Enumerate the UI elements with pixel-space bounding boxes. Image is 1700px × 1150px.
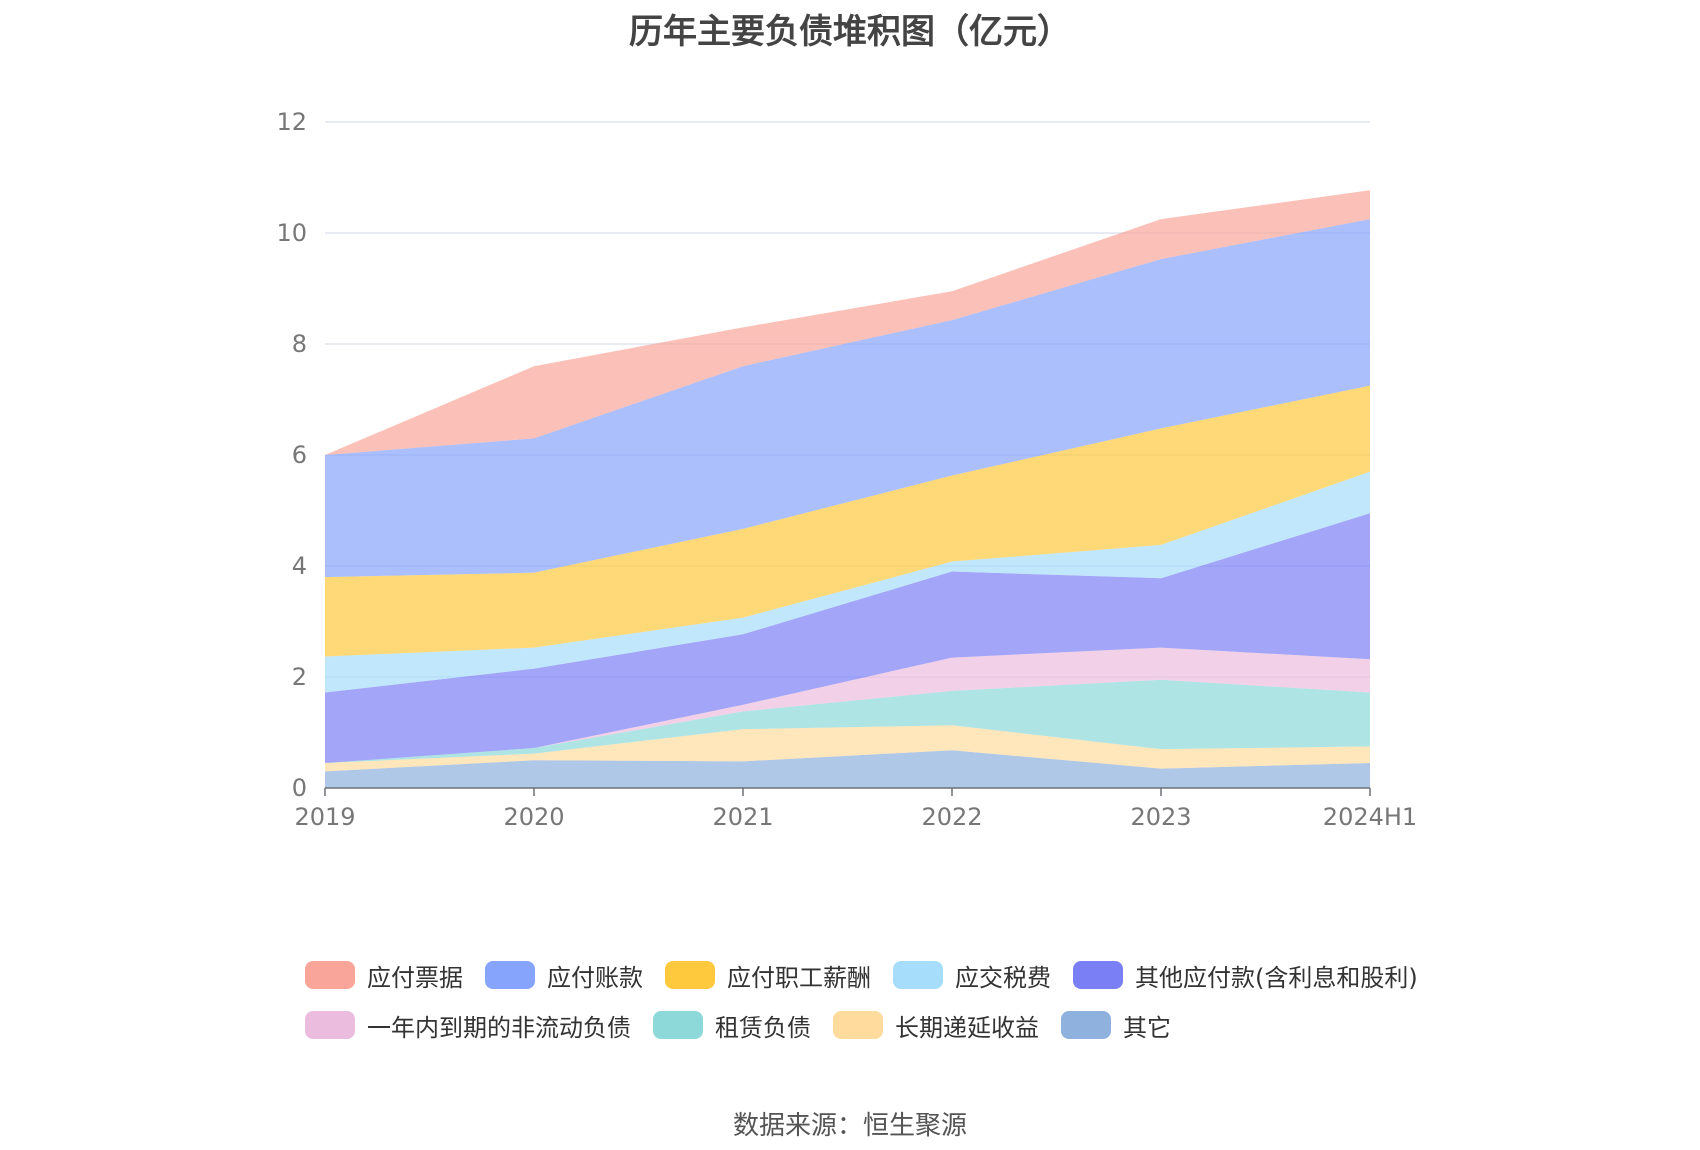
legend-item[interactable]: 租赁负债: [653, 1008, 811, 1043]
y-tick-label-4: 4: [292, 552, 307, 580]
legend-swatch: [1073, 961, 1123, 989]
legend-label: 应付职工薪酬: [727, 963, 871, 992]
legend-swatch: [893, 961, 943, 989]
legend-item[interactable]: 其它: [1061, 1008, 1171, 1043]
legend-label: 应付票据: [367, 963, 463, 992]
legend-item[interactable]: 应付票据: [305, 958, 463, 993]
legend-label: 应付账款: [547, 963, 643, 992]
stacked-area-chart: 0 2 4 6 8 10 12 2019 2020 2021 2022 2023 2024H1: [276, 108, 1417, 831]
legend-swatch: [305, 961, 355, 989]
legend-label: 应交税费: [955, 963, 1051, 992]
legend-item[interactable]: 其他应付款(含利息和股利): [1073, 958, 1418, 993]
legend-item[interactable]: 一年内到期的非流动负债: [305, 1008, 631, 1043]
y-tick-label-12: 12: [276, 108, 307, 136]
y-tick-label-6: 6: [292, 441, 307, 469]
y-tick-label-10: 10: [276, 219, 307, 247]
legend-label: 一年内到期的非流动负债: [367, 1013, 631, 1042]
legend-row-1: 应付票据 应付账款 应付职工薪酬 应交税费 其他应付款(含利息和股利): [305, 950, 1455, 1000]
legend-label: 其它: [1123, 1013, 1171, 1042]
area-series-4: [325, 513, 1370, 764]
legend-item[interactable]: 应付账款: [485, 958, 643, 993]
legend-swatch: [485, 961, 535, 989]
legend-swatch: [833, 1011, 883, 1039]
legend: 应付票据 应付账款 应付职工薪酬 应交税费 其他应付款(含利息和股利) 一年内到期的非流…: [305, 950, 1455, 1050]
area-series-7: [325, 219, 1370, 578]
x-tick-label-2019: 2019: [294, 803, 355, 831]
x-tick-label-2020: 2020: [503, 803, 564, 831]
x-tick-label-2024H1: 2024H1: [1323, 803, 1417, 831]
y-tick-label-2: 2: [292, 663, 307, 691]
legend-item[interactable]: 应交税费: [893, 958, 1051, 993]
legend-label: 租赁负债: [715, 1013, 811, 1042]
legend-row-2: 一年内到期的非流动负债 租赁负债 长期递延收益 其它: [305, 1000, 1455, 1050]
legend-item[interactable]: 长期递延收益: [833, 1008, 1039, 1043]
area-series-5: [325, 471, 1370, 693]
legend-label: 其他应付款(含利息和股利): [1135, 963, 1418, 992]
area-series-6: [325, 385, 1370, 657]
y-tick-label-8: 8: [292, 330, 307, 358]
area-series-0: [325, 750, 1370, 788]
chart-title: 历年主要负债堆积图（亿元）: [629, 12, 1071, 52]
x-tick-label-2021: 2021: [712, 803, 773, 831]
legend-swatch: [665, 961, 715, 989]
x-tick-label-2023: 2023: [1130, 803, 1191, 831]
y-tick-label-0: 0: [292, 774, 307, 802]
area-series-1: [325, 725, 1370, 772]
area-series-8: [325, 190, 1370, 455]
legend-swatch: [1061, 1011, 1111, 1039]
legend-swatch: [653, 1011, 703, 1039]
data-source: 数据来源：恒生聚源: [732, 1111, 967, 1141]
x-tick-label-2022: 2022: [921, 803, 982, 831]
area-series-3: [325, 647, 1370, 764]
legend-label: 长期递延收益: [895, 1013, 1039, 1042]
legend-item[interactable]: 应付职工薪酬: [665, 958, 871, 993]
area-series-2: [325, 679, 1370, 764]
legend-swatch: [305, 1011, 355, 1039]
